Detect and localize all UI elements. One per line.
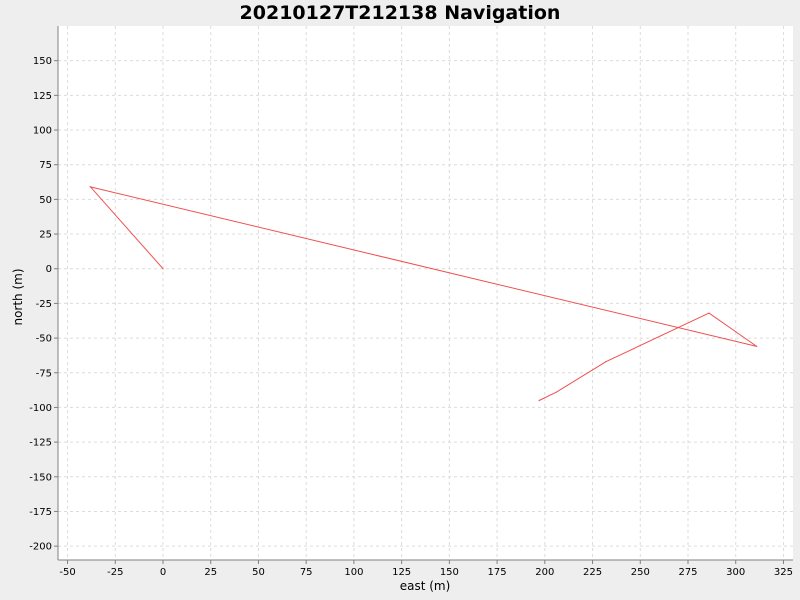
y-tick-label: 75 — [39, 160, 52, 171]
y-tick-label: -150 — [29, 472, 52, 483]
chart-title: 20210127T212138 Navigation — [240, 2, 561, 24]
y-tick-label: -100 — [29, 403, 52, 414]
plot-area — [58, 26, 793, 560]
x-tick-label: -50 — [59, 567, 75, 578]
x-axis-ticks: -50 -25 0 25 50 75 100 125 150 175 200 225 250 275 300… — [59, 560, 793, 578]
series-point — [756, 345, 758, 347]
x-axis-label: east (m) — [400, 579, 451, 593]
x-tick-label: 150 — [440, 567, 459, 578]
x-gridlines — [67, 26, 784, 560]
y-tick-label: 150 — [33, 56, 52, 67]
y-tick-label: -75 — [36, 368, 52, 379]
y-tick-label: -50 — [36, 334, 52, 345]
series-layer — [89, 186, 758, 402]
y-tick-label: 25 — [39, 230, 52, 241]
y-tick-label: -175 — [29, 507, 52, 518]
series-point — [89, 186, 92, 188]
x-tick-label: 250 — [631, 567, 650, 578]
x-tick-label: 0 — [160, 567, 166, 578]
y-axis-ticks: 150 125 100 75 50 25 0 -25 -50 -75 -100 -125 -150 -17… — [29, 56, 58, 553]
x-tick-label: 25 — [204, 567, 217, 578]
x-tick-label: 75 — [300, 567, 313, 578]
x-tick-label: -25 — [107, 567, 123, 578]
series-point — [708, 312, 710, 314]
x-tick-label: 325 — [774, 567, 793, 578]
x-tick-label: 275 — [678, 567, 697, 578]
y-tick-label: 125 — [33, 91, 52, 102]
y-tick-label: -125 — [29, 438, 52, 449]
x-tick-label: 125 — [392, 567, 411, 578]
series-point — [555, 391, 557, 393]
y-axis-label: north (m) — [11, 268, 25, 325]
x-tick-label: 100 — [344, 567, 363, 578]
y-gridlines — [58, 60, 793, 547]
x-tick-label: 300 — [726, 567, 745, 578]
series-point — [605, 361, 607, 363]
y-tick-label: 100 — [33, 126, 52, 137]
x-tick-label: 50 — [252, 567, 265, 578]
x-tick-label: 225 — [583, 567, 602, 578]
y-tick-label: -25 — [36, 299, 52, 310]
series-point — [162, 268, 164, 270]
x-tick-label: 175 — [488, 567, 507, 578]
y-tick-label: -200 — [29, 542, 52, 553]
y-tick-label: 50 — [39, 195, 52, 206]
y-tick-label: 0 — [46, 264, 52, 275]
x-tick-label: 200 — [535, 567, 554, 578]
series-point — [538, 399, 540, 402]
